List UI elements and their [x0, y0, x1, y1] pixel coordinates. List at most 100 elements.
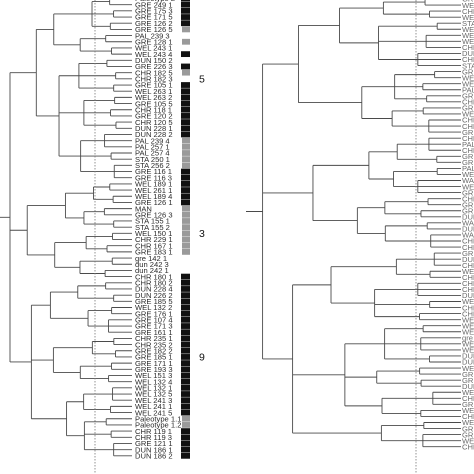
leaf-label: CHR 180 2 [135, 278, 173, 287]
cluster-number: 9 [199, 351, 205, 363]
dark-group-block [181, 193, 190, 200]
dark-group-block [181, 360, 190, 367]
leaf-label: GRE [462, 400, 474, 409]
grey-group-block [182, 143, 190, 150]
leaf-label: WEL 132 5 [135, 390, 172, 399]
dark-group-block [181, 125, 190, 132]
dark-group-block [181, 292, 190, 299]
leaf-label: WEL 132 2 [135, 303, 172, 312]
leaf-label: GRE [462, 152, 474, 161]
dark-group-block [181, 187, 190, 193]
leaf-label: CHR [462, 279, 474, 288]
leaf-label: WEL [462, 346, 474, 355]
dark-group-block [181, 310, 190, 317]
leaf-label: WEL 243 4 [135, 50, 172, 59]
leaf-label: CHR [462, 394, 474, 403]
leaf-label: GRE 126 5 [135, 25, 173, 34]
leaf-label: WEL [462, 37, 474, 46]
leaf-label: GRE 193 3 [135, 365, 173, 374]
grey-group-block [182, 415, 190, 422]
dark-group-block [181, 181, 190, 187]
leaf-label: CHR [462, 194, 474, 203]
leaf-label: GRE 185 5 [135, 297, 173, 306]
grey-group-block [182, 224, 190, 231]
leaf-label: WEL [462, 1, 474, 10]
leaf-label: GRE 120 2 [135, 112, 173, 121]
leaf-label: GRE 116 1 [135, 167, 172, 176]
leaf-label: CHR 180 1 [135, 272, 173, 281]
leaf-label: WEL [462, 388, 474, 397]
leaf-label: CHR [462, 412, 474, 421]
grey-group-block [182, 137, 190, 144]
leaf-label: WEL [462, 25, 474, 34]
leaf-label: GRE 171 1 [135, 359, 173, 368]
leaf-label: GRE 128 1 [135, 37, 173, 46]
grey-group-block [182, 218, 190, 224]
leaf-label: GRE 105 1 [135, 81, 173, 90]
dark-group-block [181, 384, 190, 391]
leaf-label: WEL 241 3 [135, 396, 172, 405]
dark-group-block [181, 113, 190, 119]
dark-group-block [181, 63, 190, 70]
leaf-label: STA [462, 19, 474, 28]
leaf-label: WEL 132 4 [135, 377, 172, 386]
grey-group-block [182, 69, 190, 76]
leaf-label: WEL [462, 73, 474, 82]
dark-group-block [181, 174, 190, 181]
leaf-label: GRE [462, 0, 474, 4]
leaf-label: GRE [462, 206, 474, 215]
leaf-label: DUN [462, 255, 474, 264]
leaf-label: GRE 182 2 [135, 346, 173, 355]
leaf-label: GRE 116 3 [135, 173, 172, 182]
leaf-label: PAL 239 4 [135, 136, 170, 145]
leaf-label: WEL [462, 297, 474, 306]
leaf-label: CHR 229 1 [135, 235, 173, 244]
dark-group-block [181, 82, 190, 88]
leaf-label: Paleotype 1.1 [135, 414, 181, 423]
leaf-label: GRE [462, 104, 474, 113]
leaf-label: GRE [462, 249, 474, 258]
leaf-label: CHR [462, 261, 474, 270]
leaf-label: WEL [462, 110, 474, 119]
leaf-label: WEL [462, 364, 474, 373]
leaf-label: CHR 182 5 [135, 68, 173, 77]
leaf-label: WEL 241 1 [135, 402, 172, 411]
dark-group-block [181, 316, 190, 323]
dark-group-block [181, 94, 190, 101]
dark-group-block [181, 335, 190, 342]
leaf-label: GRE [462, 158, 474, 167]
leaf-label: CHR [462, 43, 474, 52]
leaf-label: GRE 126 1 [135, 198, 173, 207]
grey-group-block [182, 162, 190, 169]
leaf-label: GRE 183 1 [135, 248, 173, 257]
leaf-label: WEL 243 1 [135, 44, 172, 53]
left-tree-group-blocks [181, 0, 190, 459]
grey-group-block [182, 248, 190, 255]
leaf-label: CHR [462, 98, 474, 107]
leaf-label: GRE [462, 370, 474, 379]
dark-group-block [181, 329, 190, 336]
dark-group-block [181, 7, 190, 14]
leaf-label: GRE [462, 200, 474, 209]
dark-group-block [181, 298, 190, 305]
leaf-label: CHR [462, 116, 474, 125]
leaf-label: DUN [462, 291, 474, 300]
dark-group-block [181, 397, 190, 404]
leaf-label: GRE [462, 128, 474, 137]
leaf-label: WEL 189 4 [135, 192, 172, 201]
dark-group-block [181, 391, 190, 397]
cluster-number: 5 [199, 73, 205, 85]
leaf-label: CHR 235 1 [135, 334, 173, 343]
dark-group-block [181, 434, 190, 441]
dark-group-block [181, 1, 190, 8]
left-tree-branches [0, 0, 132, 457]
dark-group-block [181, 403, 190, 410]
leaf-label: WEL [462, 31, 474, 40]
leaf-label: GRE 226 3 [135, 62, 173, 71]
leaf-label: DUN 228 1 [135, 124, 173, 133]
dark-group-block [181, 168, 190, 175]
leaf-label: WEL 132 1 [135, 384, 172, 393]
leaf-label: GRE [462, 188, 474, 197]
leaf-label: WEL [462, 436, 474, 445]
